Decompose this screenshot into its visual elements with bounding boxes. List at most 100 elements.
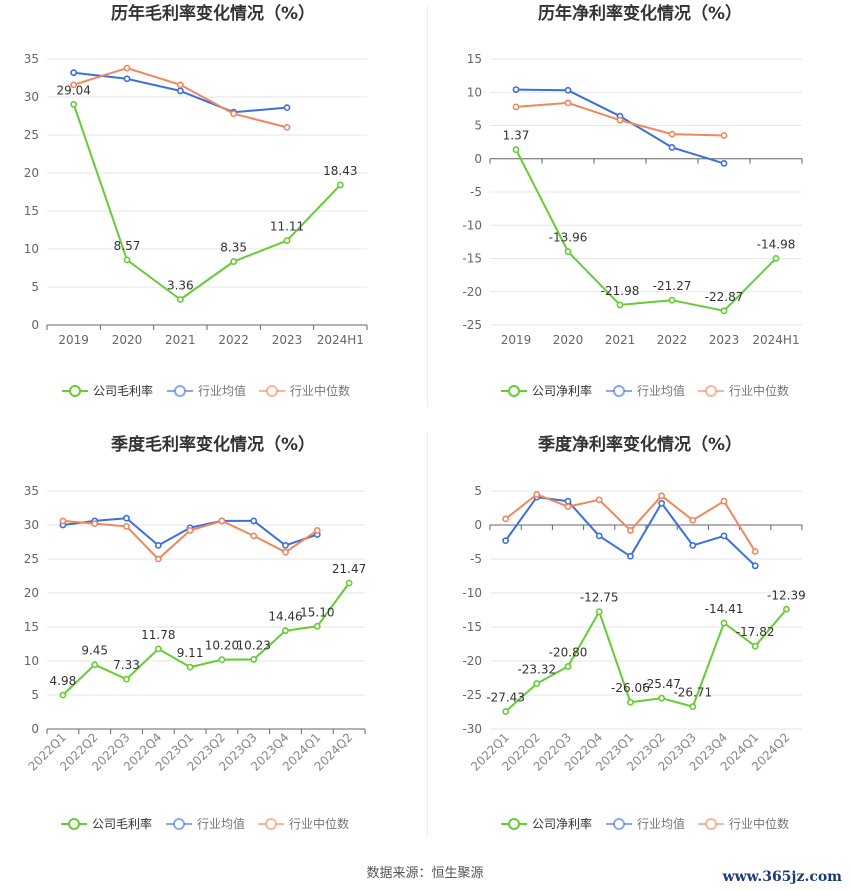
data-point-median (502, 515, 509, 523)
watermark: www.365jz.com (722, 869, 842, 885)
x-tick-label: 2024H1 (752, 333, 799, 347)
y-tick-label: -5 (470, 185, 482, 199)
y-tick-label: 25 (24, 128, 39, 142)
legend-label: 行业均值 (637, 816, 685, 831)
data-point-company (250, 656, 258, 663)
data-label: -26.06 (611, 681, 650, 695)
data-point-company (627, 698, 634, 706)
data-point-company (218, 656, 226, 664)
series-line-median (504, 493, 757, 553)
legend-label: 公司净利率 (532, 383, 592, 398)
y-tick-label: 10 (24, 654, 39, 668)
data-point-company (595, 608, 603, 616)
data-label: 3.36 (167, 278, 194, 292)
y-tick-label: 5 (31, 280, 39, 294)
x-tick-label: 2023 (272, 333, 303, 347)
data-point-median (512, 103, 520, 111)
data-point-avg (282, 542, 289, 549)
legend-marker-avg (173, 818, 185, 830)
data-source: 数据来源：恒生聚源 (366, 866, 484, 881)
data-point-company (564, 663, 572, 670)
data-point-avg (176, 87, 184, 95)
y-tick-label: 10 (467, 85, 482, 99)
legend-marker-company (508, 385, 520, 397)
y-tick-label: 0 (474, 518, 482, 532)
data-point-median (595, 496, 603, 504)
data-point-avg (751, 562, 759, 570)
data-point-company (176, 296, 184, 303)
data-point-avg (564, 86, 572, 94)
data-point-avg (658, 499, 665, 507)
data-point-median (564, 503, 572, 511)
legend-marker-company (69, 385, 81, 397)
data-point-avg (502, 537, 509, 545)
data-point-median (282, 548, 289, 556)
data-point-avg (123, 75, 131, 83)
data-point-avg (154, 542, 162, 549)
legend-label: 行业均值 (637, 383, 685, 398)
data-point-avg (123, 514, 130, 522)
data-point-company (564, 248, 572, 255)
data-point-company (313, 622, 321, 630)
y-tick-label: -10 (462, 218, 482, 232)
data-label: 1.37 (503, 129, 530, 143)
data-point-median (689, 516, 697, 524)
data-label: -23.32 (517, 663, 556, 677)
data-point-company (283, 237, 291, 244)
data-label: 10.20 (205, 639, 239, 653)
data-label: -12.75 (580, 591, 619, 605)
legend-marker-median (265, 818, 277, 830)
data-point-company (668, 296, 676, 304)
y-tick-label: 10 (24, 242, 39, 256)
legend-label: 行业中位数 (729, 816, 789, 831)
y-tick-label: -10 (462, 586, 482, 600)
y-tick-label: 5 (31, 688, 39, 702)
x-tick-label: 2022 (218, 333, 249, 347)
data-label: -12.39 (767, 588, 806, 602)
data-point-avg (595, 532, 603, 540)
chart-title: 历年毛利率变化情况（%） (111, 3, 315, 24)
legend-label: 公司净利率 (532, 816, 592, 831)
data-point-median (313, 527, 321, 534)
data-point-company (533, 680, 541, 687)
data-point-median (616, 116, 624, 124)
data-point-company (186, 663, 194, 671)
y-tick-label: -25 (462, 318, 482, 332)
data-label: 14.46 (268, 610, 302, 624)
data-label: 29.04 (56, 83, 90, 97)
data-point-median (720, 132, 728, 139)
data-point-company (512, 146, 520, 154)
data-point-median (186, 527, 194, 534)
data-point-company (783, 605, 790, 613)
data-point-avg (70, 69, 78, 77)
legend-marker-median (705, 385, 717, 397)
data-point-median (176, 81, 184, 89)
data-point-median (751, 548, 759, 555)
data-point-company (70, 100, 78, 108)
data-point-company (336, 181, 344, 189)
data-point-company (230, 258, 238, 265)
x-tick-label: 2020 (553, 333, 584, 347)
data-label: 4.98 (50, 674, 77, 688)
data-label: 9.45 (81, 644, 108, 658)
legend-marker-company (68, 818, 80, 830)
data-label: -20.80 (549, 645, 588, 659)
series-line-company (515, 149, 777, 312)
vertical-divider (427, 432, 428, 837)
series-line-avg (515, 88, 725, 165)
data-point-company (751, 642, 759, 650)
data-point-company (91, 661, 99, 669)
y-tick-label: 0 (31, 722, 39, 736)
legend-marker-company (508, 818, 520, 830)
y-tick-label: 5 (474, 119, 482, 133)
y-tick-label: 20 (24, 586, 39, 600)
data-label: -26.71 (673, 686, 712, 700)
y-tick-label: 30 (24, 518, 39, 532)
data-point-median (564, 99, 572, 107)
data-point-median (59, 517, 67, 525)
data-point-company (123, 675, 130, 683)
y-tick-label: 35 (24, 52, 39, 66)
data-label: -22.87 (705, 290, 744, 304)
x-tick-label: 2020 (112, 333, 143, 347)
